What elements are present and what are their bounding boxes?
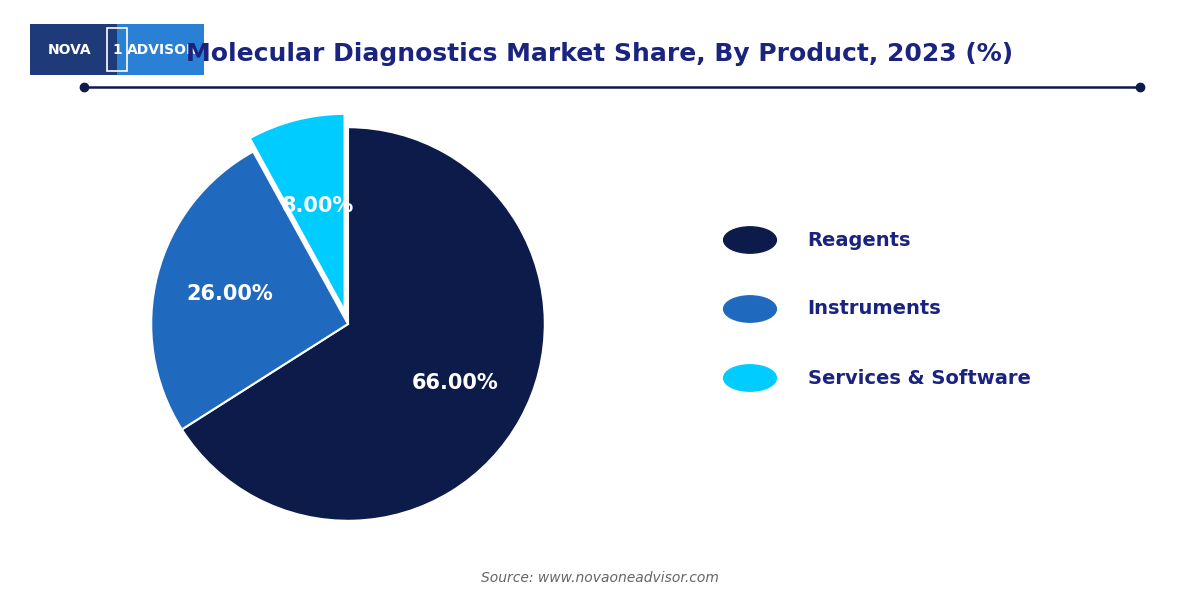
Text: ADVISOR: ADVISOR [127,43,198,56]
Wedge shape [250,114,344,311]
Text: 66.00%: 66.00% [412,373,498,393]
Text: Services & Software: Services & Software [808,368,1031,388]
FancyBboxPatch shape [116,24,204,75]
Text: 26.00%: 26.00% [186,284,274,304]
Text: 8.00%: 8.00% [282,196,354,216]
Text: 1: 1 [112,43,122,56]
Text: Molecular Diagnostics Market Share, By Product, 2023 (%): Molecular Diagnostics Market Share, By P… [186,42,1014,66]
Wedge shape [182,127,545,521]
Wedge shape [151,152,348,430]
Text: Source: www.novaoneadvisor.com: Source: www.novaoneadvisor.com [481,571,719,585]
Text: NOVA: NOVA [48,43,92,56]
Text: Reagents: Reagents [808,230,911,250]
Text: Instruments: Instruments [808,299,941,319]
FancyBboxPatch shape [30,24,116,75]
